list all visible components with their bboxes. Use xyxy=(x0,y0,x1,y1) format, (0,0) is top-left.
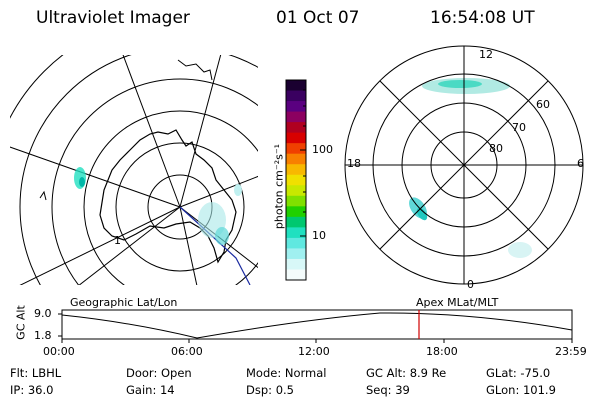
timeline-xtick-4: 23:59 xyxy=(555,345,587,358)
timeline-ytick-low: 1.8 xyxy=(34,329,52,342)
colorbar-band xyxy=(286,132,306,144)
info-seq: Seq: 39 xyxy=(366,383,410,397)
geographic-caption: Geographic Lat/Lon xyxy=(70,296,178,309)
colorbar-tick-100: 100 xyxy=(312,143,333,156)
info-gain: Gain: 14 xyxy=(126,383,175,397)
auroral-emission-left xyxy=(74,167,242,245)
colorbar-band xyxy=(286,101,306,113)
date-label: 01 Oct 07 xyxy=(276,8,360,28)
colorbar-band xyxy=(286,206,306,218)
colorbar-unit-label: photon cm⁻²s⁻¹ xyxy=(272,143,286,230)
info-gc-alt: GC Alt: 8.9 Re xyxy=(366,366,447,380)
info-mode: Mode: Normal xyxy=(246,366,327,380)
colorbar-tick-10: 10 xyxy=(312,229,326,242)
info-flt: Flt: LBHL xyxy=(10,366,62,380)
colorbar-band xyxy=(286,80,306,92)
colorbar-band xyxy=(286,248,306,260)
timeline-xtick-0: 00:00 xyxy=(43,345,75,358)
mlt-label-top: 12 xyxy=(479,48,493,61)
colorbar-band xyxy=(286,164,306,176)
geographic-map xyxy=(10,55,258,285)
mlt-label-left: 18 xyxy=(347,157,361,170)
instrument-title: Ultraviolet Imager xyxy=(36,8,190,28)
colorbar-band xyxy=(286,269,306,281)
info-glon: GLon: 101.9 xyxy=(486,383,556,397)
mlat-label-80: 80 xyxy=(489,142,503,155)
timeline-xtick-1: 06:00 xyxy=(171,345,203,358)
mlat-label-70: 70 xyxy=(512,121,526,134)
colorbar-band xyxy=(286,143,306,155)
colorbar-band xyxy=(286,258,306,270)
timeline-xtick-2: 12:00 xyxy=(298,345,330,358)
magnetic-map xyxy=(344,45,584,285)
colorbar-band xyxy=(286,111,306,123)
colorbar xyxy=(286,80,306,281)
time-label: 16:54:08 UT xyxy=(430,8,535,28)
timeline-ylabel: GC Alt xyxy=(14,305,28,340)
timeline-ytick-high: 9.0 xyxy=(34,307,52,320)
colorbar-band xyxy=(286,227,306,239)
mlt-label-right: 6 xyxy=(577,157,584,170)
info-door: Door: Open xyxy=(126,366,192,380)
info-glat: GLat: -75.0 xyxy=(486,366,551,380)
mlt-label-bottom: 0 xyxy=(467,278,474,291)
colorbar-band xyxy=(286,185,306,197)
colorbar-band xyxy=(286,174,306,186)
info-ip: IP: 36.0 xyxy=(10,383,54,397)
left-map-day-number: 1 xyxy=(114,234,121,247)
colorbar-band xyxy=(286,237,306,249)
colorbar-band xyxy=(286,216,306,228)
colorbar-band xyxy=(286,195,306,207)
magnetic-caption: Apex MLat/MLT xyxy=(416,296,499,309)
altitude-timeline xyxy=(58,309,573,343)
timeline-xtick-3: 18:00 xyxy=(426,345,458,358)
colorbar-band xyxy=(286,153,306,165)
colorbar-band xyxy=(286,122,306,134)
colorbar-band xyxy=(286,90,306,102)
mlat-label-60: 60 xyxy=(536,98,550,111)
info-dsp: Dsp: 0.5 xyxy=(246,383,294,397)
continent-outline xyxy=(99,129,237,264)
